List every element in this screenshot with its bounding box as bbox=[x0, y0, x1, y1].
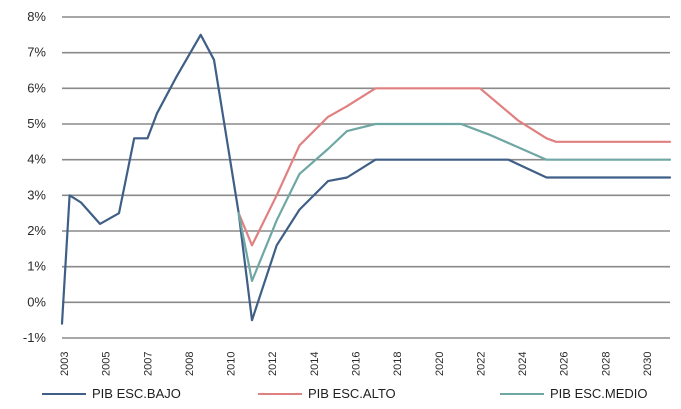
y-tick-label: 4% bbox=[27, 152, 46, 167]
legend-item-bajo: PIB ESC.BAJO bbox=[42, 386, 181, 401]
legend-swatch-medio bbox=[500, 392, 544, 395]
x-tick-label: 2030 bbox=[642, 352, 654, 376]
y-tick-label: 3% bbox=[27, 187, 46, 202]
x-tick-label: 2028 bbox=[600, 352, 612, 376]
x-tick-label: 2026 bbox=[559, 352, 571, 376]
legend-item-alto: PIB ESC.ALTO bbox=[258, 386, 396, 401]
x-tick-label: 2024 bbox=[517, 352, 529, 376]
y-tick-label: 1% bbox=[27, 259, 46, 274]
legend-swatch-alto bbox=[258, 392, 302, 395]
legend-item-medio: PIB ESC.MEDIO bbox=[500, 386, 648, 401]
grid-layer bbox=[62, 16, 670, 339]
x-tick-label: 2016 bbox=[351, 352, 363, 376]
y-tick-label: 7% bbox=[27, 45, 46, 60]
y-tick-label: -1% bbox=[23, 330, 47, 345]
legend-swatch-bajo bbox=[42, 392, 86, 395]
x-tick-label: 2022 bbox=[475, 352, 487, 376]
x-axis-ticks: 2003 2005 2007 2008 2010 2012 2014 2016 2018 2020… bbox=[59, 352, 654, 376]
legend-label-medio: PIB ESC.MEDIO bbox=[550, 386, 648, 401]
series-line-bajo bbox=[60, 33, 672, 325]
y-axis-ticks: -1% 0% 1% 2% 3% 4% 5% 6% 7% 8% bbox=[23, 9, 47, 345]
legend-label-alto: PIB ESC.ALTO bbox=[308, 386, 396, 401]
y-tick-label: 2% bbox=[27, 223, 46, 238]
series-layer bbox=[60, 33, 672, 325]
y-tick-label: 5% bbox=[27, 116, 46, 131]
x-tick-label: 2012 bbox=[267, 352, 279, 376]
x-tick-label: 2020 bbox=[434, 352, 446, 376]
legend-label-bajo: PIB ESC.BAJO bbox=[92, 386, 181, 401]
y-tick-label: 6% bbox=[27, 80, 46, 95]
y-tick-label: 0% bbox=[27, 294, 46, 309]
legend: PIB ESC.BAJO PIB ESC.ALTO PIB ESC.MEDIO bbox=[0, 386, 681, 408]
series-line-medio bbox=[237, 122, 672, 282]
x-tick-label: 2014 bbox=[309, 352, 321, 376]
series-line-alto bbox=[237, 87, 672, 247]
x-tick-label: 2008 bbox=[184, 352, 196, 376]
x-tick-label: 2003 bbox=[59, 352, 71, 376]
x-tick-label: 2007 bbox=[142, 352, 154, 376]
x-tick-label: 2005 bbox=[101, 352, 113, 376]
y-tick-label: 8% bbox=[27, 9, 46, 24]
x-tick-label: 2010 bbox=[226, 352, 238, 376]
x-tick-label: 2018 bbox=[392, 352, 404, 376]
